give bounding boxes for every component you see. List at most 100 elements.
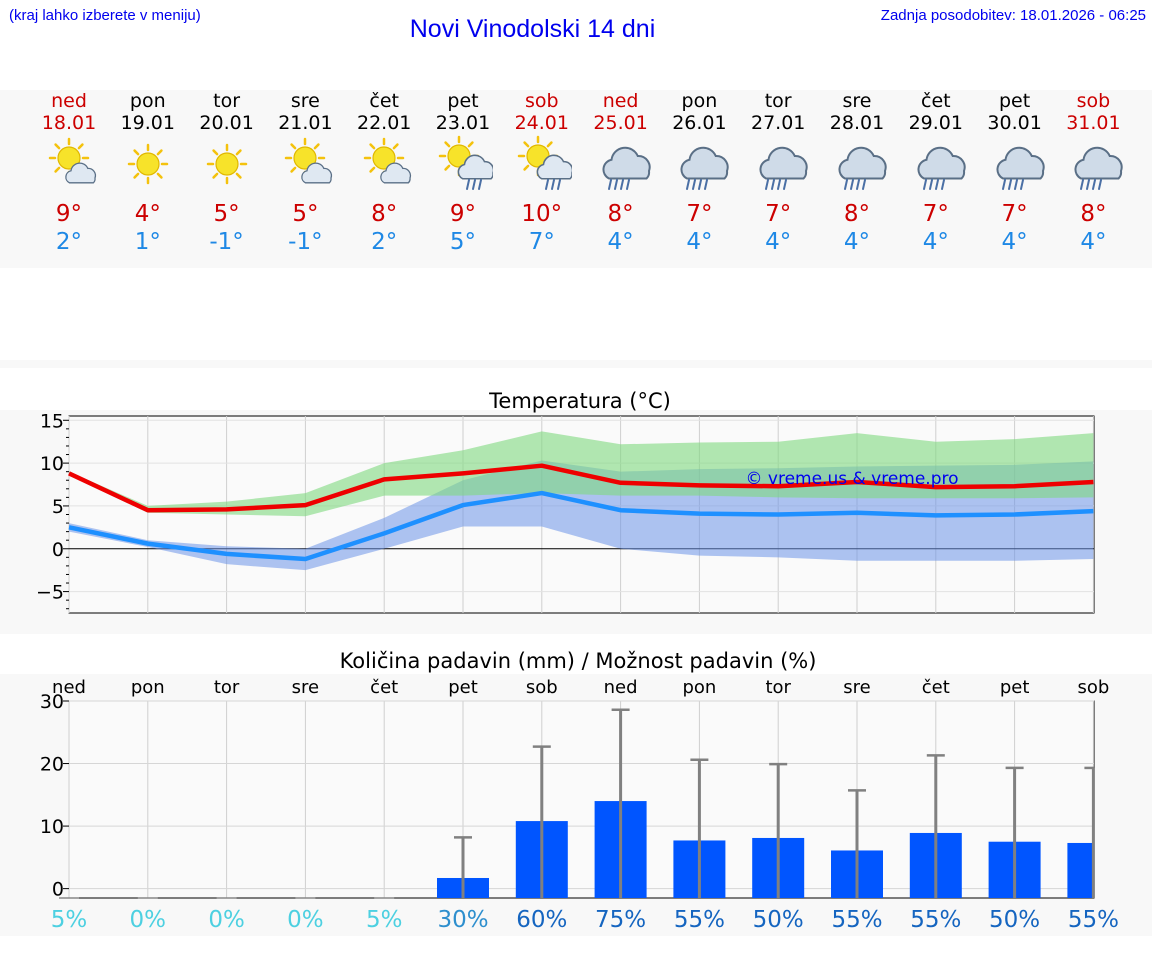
day-name: pet [998,90,1031,112]
temp-max: 9° [55,201,83,227]
precip-probability: 55% [674,907,725,933]
x-category-label: sre [292,677,319,698]
x-category-label: čet [370,677,398,698]
temp-max: 8° [371,201,398,227]
temp-max: 9° [449,201,477,227]
day-forecast-1: pon 19.01 4° 1° [109,90,187,256]
day-date: 18.01 [41,112,97,134]
temp-max: 8° [1080,201,1107,227]
precip-probability: 0% [208,907,245,933]
day-forecast-12: pet 30.01 7° 4° [976,90,1054,256]
day-date: 23.01 [435,112,491,134]
temp-min: -1° [288,229,323,255]
temp-min: 5° [449,229,477,255]
temp-min: 4° [843,229,871,255]
day-date: 25.01 [593,112,648,134]
day-forecast-13: sob 31.01 8° 4° [1054,90,1132,256]
temp-max: 5° [292,201,319,227]
cloud-rain-icon [660,134,738,200]
precip-probability: 0% [287,907,324,933]
day-name: čet [369,90,399,112]
x-category-label: sre [843,677,870,698]
day-forecast-5: pet 23.01 9° 5° [424,90,502,256]
x-category-label: ned [604,677,638,698]
precip-probability: 55% [910,907,961,933]
sun-cloud-icon [266,134,344,200]
day-name: čet [921,90,951,112]
day-name: tor [764,90,792,112]
day-forecast-10: sre 28.01 8° 4° [818,90,896,256]
location-menu-hint[interactable]: (kraj lahko izberete v meniju) [9,7,201,24]
y-tick-label: 10 [40,453,64,475]
x-category-label: pet [1000,677,1030,698]
cloud-rain-icon [582,134,660,200]
day-forecast-8: pon 26.01 7° 4° [660,90,738,256]
x-category-label: pon [682,677,716,698]
temp-min: -1° [209,229,244,255]
temp-max: 7° [1001,201,1028,227]
day-date: 21.01 [278,112,333,134]
sun-cloud-icon [30,134,108,200]
day-name: pet [447,90,479,112]
min-temp-line [68,490,1094,562]
y-tick-label: 30 [40,691,64,713]
day-forecast-3: sre 21.01 5° -1° [266,90,344,256]
cloud-rain-icon [976,134,1054,200]
sun-cloud-rain-icon [503,134,581,200]
max-temp-line [68,463,1094,513]
temp-min: 4° [1080,229,1107,255]
temp-max: 4° [134,201,161,227]
y-tick-label: 20 [40,754,64,776]
temp-min: 7° [528,229,555,255]
precip-probability: 5% [366,907,403,933]
day-name: pon [129,90,166,112]
temp-min: 4° [765,229,792,255]
precip-probability: 50% [753,907,804,933]
y-tick-label: 15 [40,410,64,432]
y-tick-label: 0 [52,879,64,901]
day-forecast-7: ned 25.01 8° 4° [582,90,660,256]
precip-probability: 55% [1068,907,1119,933]
day-name: sre [842,90,872,112]
precip-probability: 55% [831,907,882,933]
precipitation-chart: 0 10 20 30 Količina padavin (mm) / Možnost p… [40,649,1119,933]
temp-max: 7° [765,201,792,227]
temp-min: 4° [1001,229,1028,255]
precip-probability: 60% [516,907,567,933]
day-name: ned [51,90,87,112]
day-date: 28.01 [829,112,885,134]
separator [0,360,1152,368]
x-category-label: ned [52,677,86,698]
temp-min: 4° [607,229,634,255]
day-date: 30.01 [987,112,1042,134]
sun-cloud-icon [345,134,423,200]
day-forecast-4: čet 22.01 8° 2° [345,90,423,256]
day-forecast-11: čet 29.01 7° 4° [897,90,975,256]
sun-cloud-rain-icon [424,134,502,200]
chart-title: Količina padavin (mm) / Možnost padavin … [340,649,817,673]
chart-title: Temperatura (°C) [488,389,671,413]
last-update: Zadnja posodobitev: 18.01.2026 - 06:25 [880,7,1146,24]
cloud-rain-icon [1054,134,1132,200]
y-tick-label: 10 [40,816,64,838]
temp-max: 5° [213,201,240,227]
day-name: sre [290,90,320,112]
x-category-label: sob [526,677,558,698]
day-date: 20.01 [199,112,254,134]
temp-max: 8° [843,201,871,227]
temperature-chart: −5 0 5 10 15 © vreme.us & vreme.pro Temperatur… [36,389,1095,614]
day-name: pon [681,90,718,112]
day-forecast-0: ned 18.01 9° 2° [30,90,108,256]
x-category-label: pon [131,677,165,698]
day-date: 27.01 [750,112,806,134]
day-date: 22.01 [356,112,412,134]
cloud-rain-icon [897,134,975,200]
temp-max: 10° [521,201,563,227]
day-date: 29.01 [908,112,963,134]
day-name: sob [1076,90,1111,112]
temp-max: 8° [607,201,634,227]
precip-probability: 75% [595,907,646,933]
y-tick-label: −5 [36,582,64,604]
x-category-label: tor [765,677,791,698]
y-tick-label: 0 [52,539,64,561]
